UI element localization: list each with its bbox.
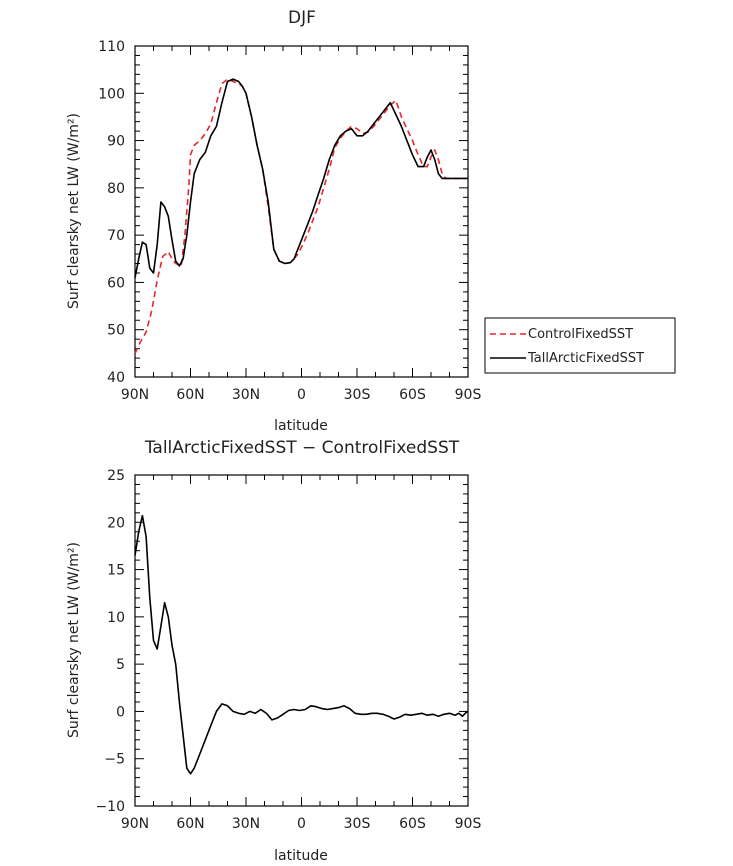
y-tick-label: 20 [107, 515, 125, 531]
legend-label-control: ControlFixedSST [528, 327, 633, 342]
x-tick-label: 90N [121, 816, 149, 832]
top-y-axis-label: Surf clearsky net LW (W/m²) [66, 113, 82, 309]
x-tick-label: 0 [297, 387, 306, 403]
y-tick-label: 0 [116, 704, 125, 720]
x-tick-label: 30S [344, 816, 371, 832]
x-tick-label: 0 [297, 816, 306, 832]
y-tick-label: 10 [107, 610, 125, 626]
y-tick-label: 50 [107, 323, 125, 339]
top-x-axis-label: latitude [274, 418, 328, 434]
y-tick-label: 40 [107, 370, 125, 386]
bottom-x-axis-label: latitude [274, 848, 328, 864]
x-tick-label: 30N [232, 816, 260, 832]
y-tick-label: 25 [107, 468, 125, 484]
y-tick-label: −5 [104, 752, 125, 768]
y-tick-label: 100 [98, 86, 125, 102]
y-tick-label: −10 [95, 799, 125, 815]
bottom-panel: TallArcticFixedSST − ControlFixedSST −10… [66, 438, 481, 864]
y-tick-label: 110 [98, 39, 125, 55]
x-tick-label: 90N [121, 387, 149, 403]
x-tick-label: 60S [399, 816, 426, 832]
x-tick-label: 90S [455, 387, 482, 403]
bottom-chart-title: TallArcticFixedSST − ControlFixedSST [144, 438, 460, 458]
legend-box [484, 317, 676, 374]
x-tick-label: 60N [176, 816, 204, 832]
bottom-series-line-difference [134, 514, 469, 775]
y-tick-label: 5 [116, 657, 125, 673]
x-tick-label: 30S [344, 387, 371, 403]
y-tick-label: 80 [107, 181, 125, 197]
bottom-y-axis-label: Surf clearsky net LW (W/m²) [66, 542, 82, 738]
y-tick-label: 70 [107, 228, 125, 244]
legend-label-tallarctic: TallArcticFixedSST [527, 351, 644, 366]
top-series-line-controlfixedsst [134, 78, 468, 354]
top-chart-title: DJF [288, 8, 316, 28]
y-tick-label: 90 [107, 134, 125, 150]
top-series-line-tallarcticfixedsst [134, 78, 468, 278]
y-tick-label: 15 [107, 563, 125, 579]
x-tick-label: 90S [455, 816, 482, 832]
y-tick-label: 60 [107, 275, 125, 291]
x-tick-label: 60S [399, 387, 426, 403]
legend: ControlFixedSST TallArcticFixedSST [484, 317, 676, 374]
x-tick-label: 60N [176, 387, 204, 403]
x-tick-label: 30N [232, 387, 260, 403]
top-panel: DJF 40 50 60 70 80 90 100 110 90N 60N 30N 0 30S 60S 9… [66, 8, 481, 434]
